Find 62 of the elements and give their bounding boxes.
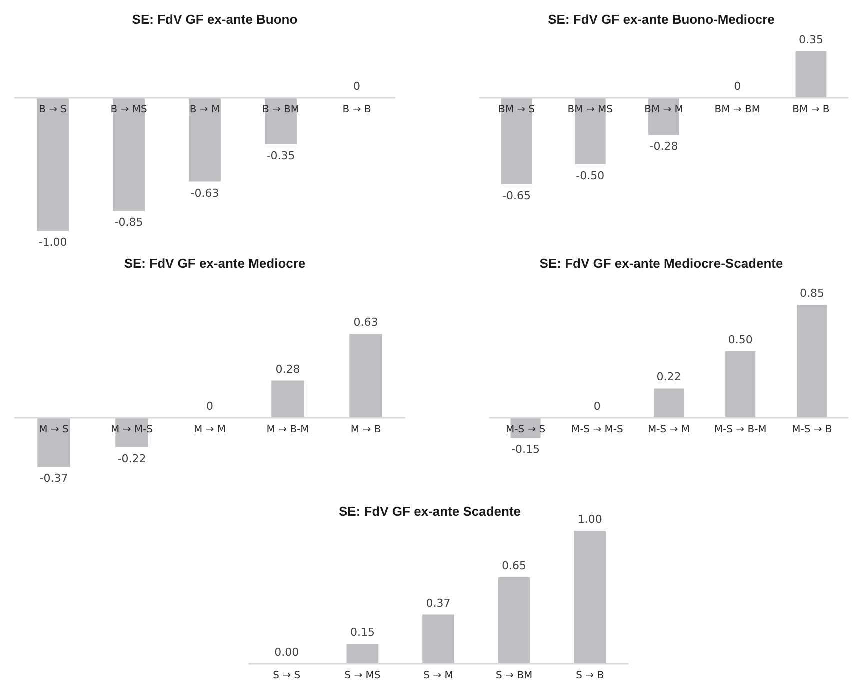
data-label: 0.35 (798, 33, 824, 46)
data-label: -0.28 (650, 140, 678, 154)
x-tick-label: M → M-S (111, 424, 153, 436)
data-label: 0.63 (354, 316, 378, 330)
data-label: -0.85 (114, 216, 144, 230)
bar (654, 388, 684, 418)
data-label: 0 (734, 80, 742, 93)
x-tick-label: B → S (39, 104, 67, 116)
bar (346, 644, 379, 664)
bar (797, 304, 828, 418)
bar (574, 531, 606, 664)
x-tick-label: BM → BM (714, 104, 760, 116)
x-tick-label: M-S → S (506, 424, 546, 436)
x-tick-label: S → MS (344, 670, 381, 682)
x-tick-label: B → BM (262, 104, 300, 116)
data-label: 0.85 (800, 286, 824, 300)
bar (498, 578, 530, 664)
x-tick-label: M → M (194, 424, 226, 436)
data-label: 0.50 (728, 334, 753, 346)
x-tick-label: BM → B (792, 104, 830, 116)
data-label: 0.28 (276, 362, 300, 376)
x-tick-label: S → BM (496, 670, 533, 682)
data-label: -0.15 (512, 442, 540, 456)
chart-title: SE: FdV GF ex-ante Mediocre (124, 256, 306, 271)
x-tick-label: S → B (576, 670, 604, 682)
chart-title: SE: FdV GF ex-ante Buono-Mediocre (548, 12, 775, 27)
data-label: 1.00 (578, 513, 602, 526)
x-tick-label: B → M (190, 104, 220, 116)
chart-title: SE: FdV GF ex-ante Buono (132, 12, 298, 27)
data-label: 0.22 (656, 370, 682, 384)
data-label: -0.35 (266, 150, 296, 163)
x-tick-label: M-S → M-S (571, 424, 624, 436)
data-label: -0.65 (502, 189, 532, 202)
x-tick-label: BM → M (644, 104, 684, 116)
x-tick-label: M-S → B-M (714, 424, 767, 436)
x-tick-label: B → B (342, 104, 372, 116)
x-tick-label: BM → MS (568, 104, 613, 116)
x-tick-label: BM → S (498, 104, 536, 116)
bar (726, 352, 756, 418)
x-tick-label: B → MS (110, 104, 148, 116)
data-label: -0.22 (118, 452, 146, 466)
x-tick-label: M-S → B (792, 424, 832, 436)
data-label: 0 (354, 80, 360, 93)
x-tick-label: M → B (350, 424, 382, 436)
x-tick-label: M → B-M (266, 424, 310, 436)
data-label: 0.65 (502, 560, 527, 573)
data-label: -1.00 (38, 236, 68, 249)
x-tick-label: S → M (424, 670, 454, 682)
data-label: 0 (594, 400, 601, 413)
data-label: -0.50 (576, 170, 605, 182)
data-label: 0.37 (426, 596, 451, 610)
x-tick-label: M → S (39, 424, 69, 436)
chart-title: SE: FdV GF ex-ante Mediocre-Scadente (540, 256, 784, 271)
data-label: -0.63 (190, 186, 220, 200)
bar (422, 614, 454, 664)
chart-title: SE: FdV GF ex-ante Scadente (338, 504, 522, 519)
data-label: 0 (206, 400, 214, 413)
data-label: 0.00 (274, 646, 300, 659)
data-label: -0.37 (40, 472, 68, 486)
x-tick-label: S → S (273, 670, 301, 682)
x-tick-label: M-S → M (648, 424, 690, 436)
data-label: 0.15 (350, 626, 375, 640)
